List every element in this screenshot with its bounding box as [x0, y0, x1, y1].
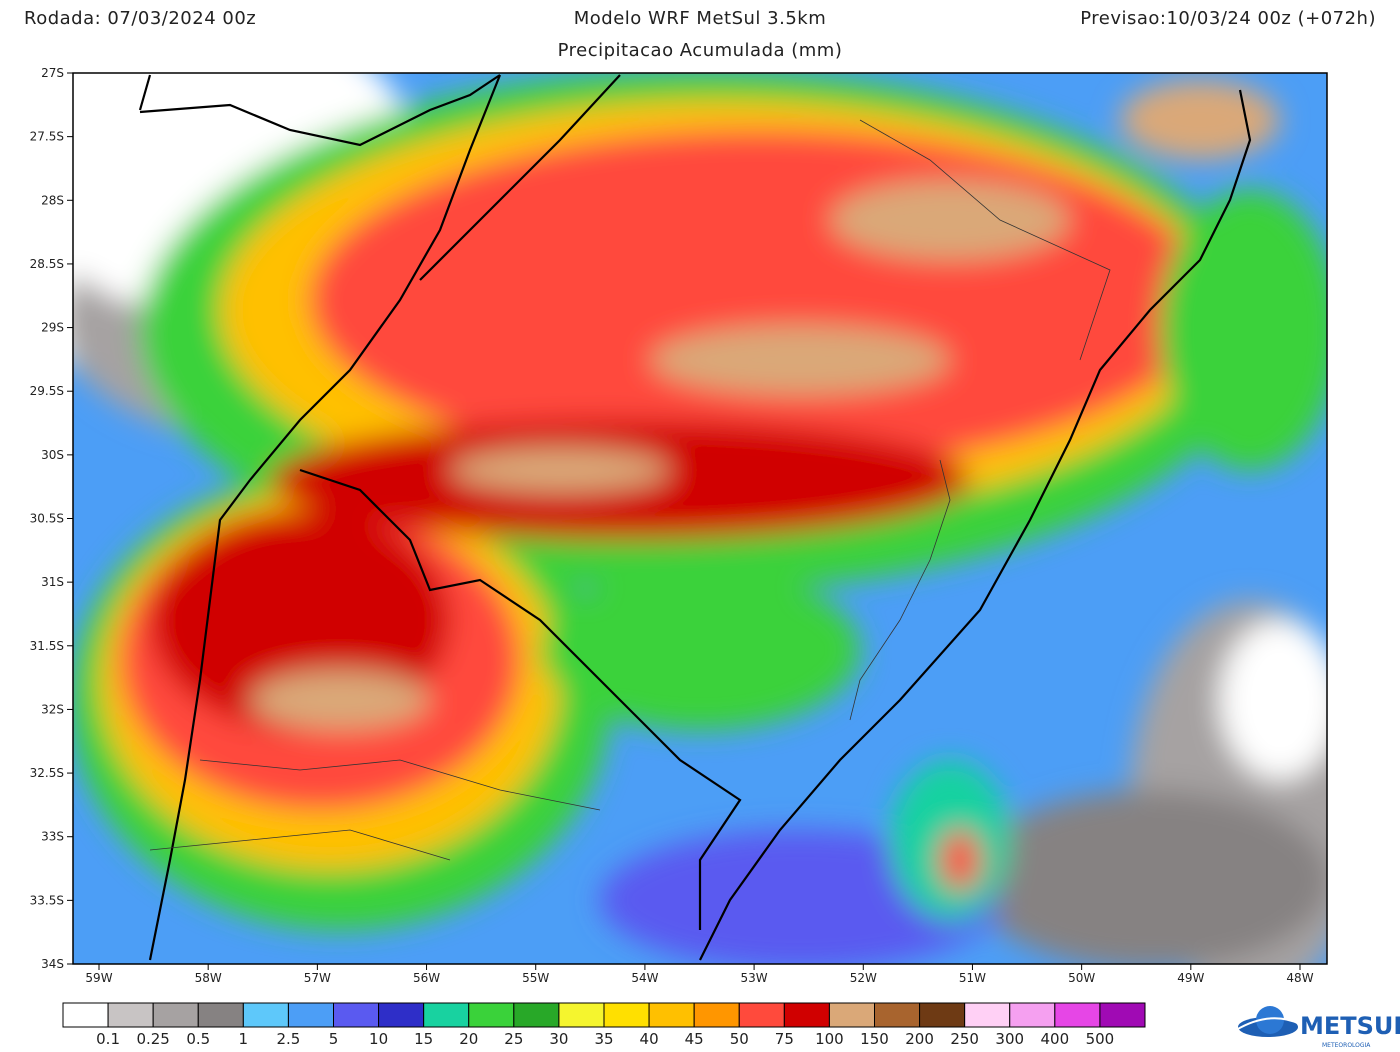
legend-swatch — [783, 1002, 830, 1028]
legend-swatch — [287, 1002, 334, 1028]
lat-label: 32.5S — [30, 766, 64, 780]
legend-swatch — [378, 1002, 425, 1028]
lat-label: 33.5S — [30, 893, 64, 907]
legend-level: 20 — [459, 1030, 478, 1048]
legend-level: 40 — [640, 1030, 659, 1048]
legend-swatch — [333, 1002, 380, 1028]
legend-level: 5 — [329, 1030, 339, 1048]
lat-label: 30S — [41, 448, 64, 462]
precip-field — [73, 73, 1327, 964]
legend-swatch — [1054, 1002, 1101, 1028]
legend-level: 1 — [239, 1030, 249, 1048]
legend-swatch — [874, 1002, 921, 1028]
logo-sub: METEOROLOGIA — [1322, 1042, 1371, 1049]
legend-level: 0.1 — [96, 1030, 120, 1048]
legend-swatch — [242, 1002, 289, 1028]
field-subtitle: Precipitacao Acumulada (mm) — [558, 40, 843, 61]
legend-swatch — [919, 1002, 966, 1028]
legend-swatch — [152, 1002, 199, 1028]
lat-label: 29S — [41, 321, 64, 335]
legend-level: 25 — [504, 1030, 523, 1048]
legend-swatch — [468, 1002, 515, 1028]
legend-level: 250 — [950, 1030, 979, 1048]
legend-swatch — [197, 1002, 244, 1028]
logo-name: METSUL — [1300, 1012, 1400, 1040]
lat-label: 27.5S — [30, 130, 64, 144]
legend-swatch — [423, 1002, 470, 1028]
legend-swatch — [648, 1002, 695, 1028]
legend-swatch — [558, 1002, 605, 1028]
legend-level: 45 — [685, 1030, 704, 1048]
legend-level: 10 — [369, 1030, 388, 1048]
legend-swatch — [828, 1002, 876, 1028]
lon-label: 49W — [1177, 971, 1204, 985]
legend-swatch — [513, 1002, 560, 1028]
legend-level: 300 — [995, 1030, 1024, 1048]
lat-label: 33S — [41, 830, 64, 844]
legend-level: 0.25 — [136, 1030, 169, 1048]
legend-swatch — [964, 1002, 1011, 1028]
lat-label: 28.5S — [30, 257, 64, 271]
legend-level: 35 — [594, 1030, 613, 1048]
legend-level: 50 — [730, 1030, 749, 1048]
lon-label: 55W — [522, 971, 549, 985]
lat-label: 31.5S — [30, 639, 64, 653]
colorbar: 0.1 0.25 0.5 1 2.5 5 10 15 20 25 30 35 40 45 50 75 100 15… — [62, 1002, 1146, 1048]
axes: 27S 27.5S 28S 28.5S 29S 29.5S 30S 30.5S 31S 31.5S… — [30, 66, 1314, 985]
legend-level: 500 — [1086, 1030, 1115, 1048]
lon-label: 53W — [741, 971, 768, 985]
lat-label: 34S — [41, 957, 64, 971]
lat-label: 30.5S — [30, 512, 64, 526]
legend-level: 2.5 — [276, 1030, 300, 1048]
lat-label: 27S — [41, 66, 64, 80]
legend-swatch — [603, 1002, 650, 1028]
lon-label: 48W — [1286, 971, 1313, 985]
lat-label: 31S — [41, 575, 64, 589]
legend-level: 100 — [815, 1030, 844, 1048]
lon-label: 57W — [304, 971, 331, 985]
lat-label: 29.5S — [30, 384, 64, 398]
lon-label: 56W — [413, 971, 440, 985]
legend-level: 15 — [414, 1030, 433, 1048]
legend-swatch — [1009, 1002, 1056, 1028]
lon-label: 59W — [85, 971, 112, 985]
lat-label: 28S — [41, 193, 64, 207]
model-title: Modelo WRF MetSul 3.5km — [574, 8, 826, 29]
lon-label: 54W — [631, 971, 658, 985]
legend-level: 30 — [549, 1030, 568, 1048]
legend-swatch — [107, 1002, 154, 1028]
lat-label: 32S — [41, 702, 64, 716]
lon-label: 51W — [959, 971, 986, 985]
legend-level: 75 — [775, 1030, 794, 1048]
legend-level: 400 — [1041, 1030, 1070, 1048]
legend-level: 0.5 — [186, 1030, 210, 1048]
borders — [138, 74, 1252, 961]
forecast-time: Previsao:10/03/24 00z (+072h) — [1080, 8, 1376, 29]
logo: METSUL METEOROLOGIA — [1235, 1006, 1400, 1049]
lon-label: 50W — [1068, 971, 1095, 985]
legend-level: 200 — [905, 1030, 934, 1048]
lon-label: 58W — [195, 971, 222, 985]
run-time: Rodada: 07/03/2024 00z — [24, 8, 256, 29]
legend-level: 150 — [860, 1030, 889, 1048]
legend-swatch — [1099, 1002, 1146, 1028]
internal-borders — [149, 119, 1111, 861]
legend-swatch — [62, 1002, 109, 1028]
legend-swatch — [738, 1002, 785, 1028]
lon-label: 52W — [850, 971, 877, 985]
legend-swatch — [693, 1002, 740, 1028]
